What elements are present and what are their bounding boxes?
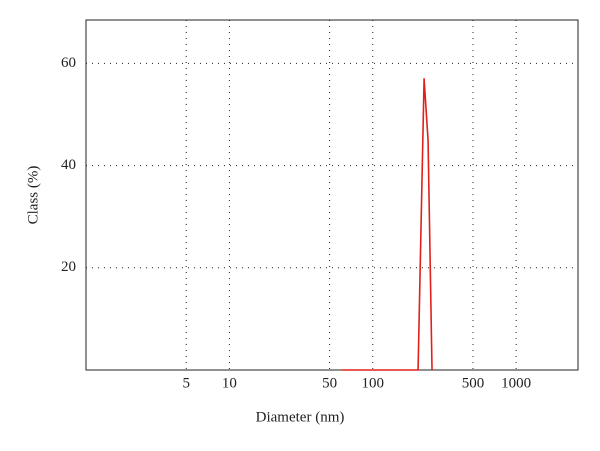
- y-axis-label: Class (%): [25, 166, 41, 225]
- x-tick-label: 100: [362, 375, 385, 391]
- x-tick-label: 1000: [501, 375, 531, 391]
- y-tick-label: 60: [61, 55, 76, 71]
- y-tick-label: 20: [61, 259, 76, 275]
- data-line: [341, 77, 433, 371]
- x-tick-label: 5: [182, 375, 190, 391]
- x-tick-label: 10: [222, 375, 237, 391]
- x-axis-label: Diameter (nm): [256, 409, 345, 425]
- x-tick-label: 50: [322, 375, 337, 391]
- plot-frame: [85, 19, 579, 371]
- x-tick-label: 500: [462, 375, 485, 391]
- y-tick-label: 40: [61, 157, 76, 173]
